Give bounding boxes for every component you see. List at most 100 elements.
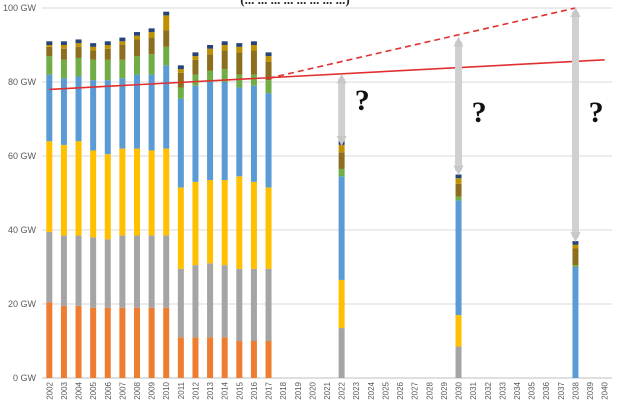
annotations: ??? <box>355 84 604 129</box>
bar-segment <box>236 176 243 269</box>
bar-segment <box>207 337 214 378</box>
bar-segment <box>572 267 579 378</box>
bar-segment <box>148 32 155 38</box>
bar-segment <box>60 305 67 378</box>
bar-segment <box>338 144 345 153</box>
bar-segment <box>60 235 67 306</box>
bar-segment <box>265 56 272 62</box>
bars <box>46 11 579 378</box>
x-tick-label: 2028 <box>425 381 434 399</box>
bar-segment <box>221 265 228 338</box>
x-tick-label: 2037 <box>557 381 566 399</box>
bar-segment <box>455 174 462 179</box>
bar-segment <box>338 152 345 169</box>
bar-segment <box>60 144 67 236</box>
x-tick-label: 2017 <box>265 381 274 399</box>
bar-segment <box>134 74 140 149</box>
bar-segment <box>119 307 126 378</box>
x-tick-label: 2011 <box>177 381 186 399</box>
bar-segment <box>163 148 170 236</box>
bar-segment <box>46 74 53 142</box>
bar-segment <box>236 87 243 177</box>
bar-segment <box>250 268 257 341</box>
bar-segment <box>119 37 126 42</box>
bar-segment <box>207 180 214 264</box>
x-tick-label: 2022 <box>338 381 347 399</box>
bar-segment <box>338 141 345 145</box>
bar-segment <box>572 248 579 266</box>
y-tick-label: 100 GW <box>3 3 37 13</box>
bar-segment <box>60 78 67 145</box>
x-tick-label: 2032 <box>484 381 493 399</box>
bar-segment <box>265 80 272 94</box>
bar-segment <box>119 235 126 308</box>
bar-segment <box>265 268 272 341</box>
bar-segment <box>177 337 184 378</box>
x-tick-label: 2019 <box>294 381 303 399</box>
bar-segment <box>163 11 170 16</box>
bar-segment <box>221 50 228 70</box>
bar-segment <box>134 39 140 57</box>
bar-segment <box>455 183 462 197</box>
bar-segment <box>163 65 170 149</box>
trend-lines <box>49 7 605 91</box>
bar-segment <box>177 98 184 188</box>
bar-segment <box>250 181 257 269</box>
bar-segment <box>90 43 97 47</box>
bar-segment <box>265 61 272 81</box>
x-tick-label: 2003 <box>60 381 69 399</box>
x-tick-label: 2024 <box>367 381 376 399</box>
bar-segment <box>90 237 97 308</box>
bar-segment <box>236 43 243 47</box>
bar-segment <box>177 69 184 73</box>
bar-segment <box>338 328 345 378</box>
bar-segment <box>338 168 345 177</box>
bar-segment <box>338 279 345 329</box>
x-tick-label: 2009 <box>148 381 157 399</box>
bar-segment <box>46 141 53 232</box>
bar-segment <box>163 30 170 47</box>
bar-segment <box>148 235 155 308</box>
bar-segment <box>207 82 214 181</box>
bar-segment <box>221 180 228 266</box>
x-tick-label: 2016 <box>250 381 259 399</box>
bar-segment <box>134 32 140 36</box>
x-tick-label: 2031 <box>469 381 478 399</box>
bar-segment <box>119 59 126 79</box>
bar-segment <box>163 15 170 31</box>
bar-segment <box>148 74 155 151</box>
bar-segment <box>75 76 82 142</box>
bar-segment <box>455 315 462 347</box>
x-tick-label: 2034 <box>513 381 522 399</box>
bar-segment <box>250 41 257 45</box>
bar-segment <box>119 41 126 45</box>
y-tick-label: 60 GW <box>8 151 37 161</box>
bar-segment <box>265 187 272 269</box>
x-tick-label: 2008 <box>133 381 142 399</box>
bar-segment <box>572 241 579 245</box>
bar-segment <box>148 28 155 33</box>
bar-segment <box>221 82 228 181</box>
bar-segment <box>177 72 184 88</box>
bar-segment <box>104 239 111 308</box>
bar-segment <box>134 148 140 236</box>
bar-segment <box>163 235 170 308</box>
x-tick-label: 2027 <box>411 381 420 399</box>
bar-segment <box>192 52 199 57</box>
bar-segment <box>207 48 214 55</box>
bar-segment <box>75 46 82 58</box>
y-tick-label: 80 GW <box>8 77 37 87</box>
x-tick-label: 2023 <box>352 381 361 399</box>
bar-segment <box>177 65 184 70</box>
x-tick-label: 2010 <box>162 381 171 399</box>
bar-segment <box>90 59 97 81</box>
bar-segment <box>75 43 82 47</box>
bar-segment <box>75 39 82 44</box>
bar-segment <box>75 141 82 236</box>
bar-segment <box>177 87 184 99</box>
bar-segment <box>60 41 67 45</box>
x-tick-label: 2030 <box>455 381 464 399</box>
x-axis: 2002 2003 2004 2005 2006 2007 2008 2009 2010 2011… <box>45 381 609 399</box>
x-tick-label: 2014 <box>221 381 230 399</box>
bar-segment <box>90 80 97 151</box>
